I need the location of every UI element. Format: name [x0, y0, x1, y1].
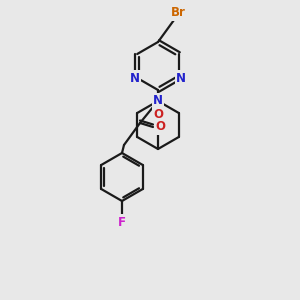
Text: F: F: [118, 215, 126, 229]
Text: N: N: [176, 71, 186, 85]
Text: N: N: [130, 71, 140, 85]
Text: Br: Br: [171, 7, 185, 20]
Text: N: N: [153, 94, 163, 107]
Text: O: O: [155, 121, 165, 134]
Text: O: O: [153, 107, 163, 121]
